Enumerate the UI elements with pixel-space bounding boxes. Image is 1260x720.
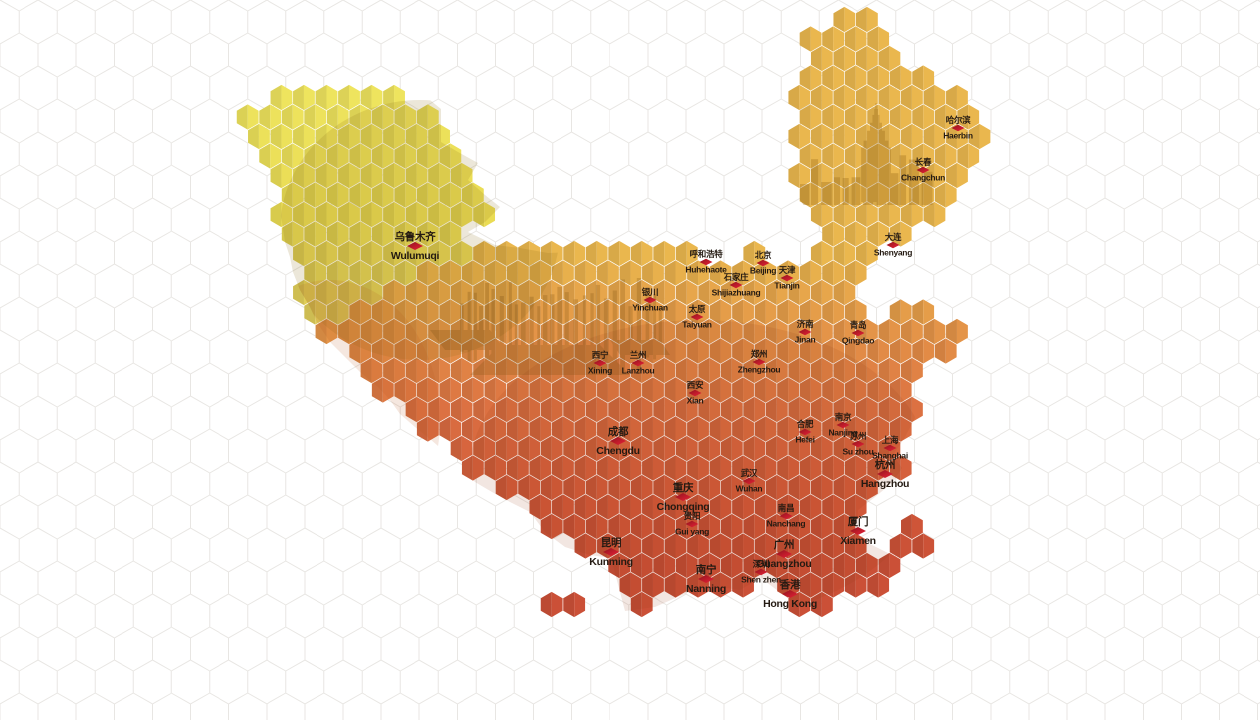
svg-text:杭州: 杭州 bbox=[875, 458, 895, 471]
svg-text:武汉: 武汉 bbox=[741, 468, 758, 478]
svg-text:广州: 广州 bbox=[774, 538, 794, 551]
svg-text:合肥: 合肥 bbox=[796, 419, 814, 429]
svg-text:大连: 大连 bbox=[885, 232, 902, 242]
svg-text:Shen zhen: Shen zhen bbox=[741, 574, 781, 584]
svg-text:Wulumuqi: Wulumuqi bbox=[391, 250, 440, 262]
svg-text:Hong Kong: Hong Kong bbox=[763, 598, 817, 610]
svg-text:Hangzhou: Hangzhou bbox=[861, 478, 909, 490]
svg-text:香港: 香港 bbox=[779, 578, 801, 591]
svg-text:Jinan: Jinan bbox=[795, 334, 816, 344]
svg-text:苏州: 苏州 bbox=[850, 431, 866, 441]
svg-text:郑州: 郑州 bbox=[751, 349, 767, 359]
svg-text:银川: 银川 bbox=[641, 287, 658, 297]
svg-text:Beijing: Beijing bbox=[750, 265, 776, 275]
svg-text:Nanchang: Nanchang bbox=[767, 518, 806, 528]
svg-text:天津: 天津 bbox=[779, 265, 796, 275]
svg-text:Su zhou: Su zhou bbox=[843, 446, 874, 456]
svg-text:西宁: 西宁 bbox=[592, 350, 609, 360]
svg-text:兰州: 兰州 bbox=[630, 350, 646, 360]
svg-text:乌鲁木齐: 乌鲁木齐 bbox=[395, 230, 437, 243]
svg-text:西安: 西安 bbox=[687, 380, 704, 390]
svg-text:厦门: 厦门 bbox=[848, 515, 868, 528]
svg-text:Zhengzhou: Zhengzhou bbox=[738, 364, 781, 374]
svg-text:Chengdu: Chengdu bbox=[596, 445, 639, 457]
svg-text:Lanzhou: Lanzhou bbox=[622, 365, 655, 375]
svg-text:南宁: 南宁 bbox=[696, 563, 716, 576]
svg-text:太原: 太原 bbox=[688, 304, 706, 314]
svg-text:Tianjin: Tianjin bbox=[774, 280, 799, 290]
svg-text:Xiamen: Xiamen bbox=[840, 535, 876, 547]
svg-text:长春: 长春 bbox=[915, 157, 932, 167]
svg-text:昆明: 昆明 bbox=[601, 537, 621, 549]
svg-text:Changchun: Changchun bbox=[901, 172, 945, 182]
svg-text:Shijiazhuang: Shijiazhuang bbox=[712, 287, 761, 297]
svg-text:北京: 北京 bbox=[755, 250, 772, 260]
svg-text:济南: 济南 bbox=[797, 319, 814, 329]
svg-text:石家庄: 石家庄 bbox=[723, 272, 749, 282]
svg-text:南昌: 南昌 bbox=[778, 503, 794, 513]
svg-text:Huhehaote: Huhehaote bbox=[685, 264, 727, 274]
svg-text:Hefei: Hefei bbox=[795, 434, 814, 444]
svg-text:Xian: Xian bbox=[687, 395, 704, 405]
svg-text:Haerbin: Haerbin bbox=[943, 130, 973, 140]
svg-text:Nanning: Nanning bbox=[686, 583, 726, 595]
svg-text:Gui yang: Gui yang bbox=[675, 526, 709, 536]
svg-text:Yinchuan: Yinchuan bbox=[632, 302, 668, 312]
svg-text:成都: 成都 bbox=[608, 425, 629, 438]
svg-text:重庆: 重庆 bbox=[673, 481, 694, 494]
svg-text:深圳: 深圳 bbox=[753, 559, 769, 569]
svg-text:青岛: 青岛 bbox=[850, 320, 866, 330]
svg-text:Qingdao: Qingdao bbox=[842, 335, 874, 345]
svg-text:Kunming: Kunming bbox=[589, 556, 632, 568]
svg-text:Taiyuan: Taiyuan bbox=[682, 319, 711, 329]
svg-text:Xining: Xining bbox=[588, 365, 612, 375]
svg-text:Shenyang: Shenyang bbox=[874, 247, 912, 257]
svg-text:上海: 上海 bbox=[882, 435, 899, 445]
svg-text:贵阳: 贵阳 bbox=[684, 511, 700, 521]
svg-text:Wuhan: Wuhan bbox=[736, 483, 763, 493]
svg-text:呼和浩特: 呼和浩特 bbox=[690, 249, 724, 259]
svg-text:南京: 南京 bbox=[835, 412, 852, 422]
svg-text:哈尔滨: 哈尔滨 bbox=[946, 115, 971, 125]
